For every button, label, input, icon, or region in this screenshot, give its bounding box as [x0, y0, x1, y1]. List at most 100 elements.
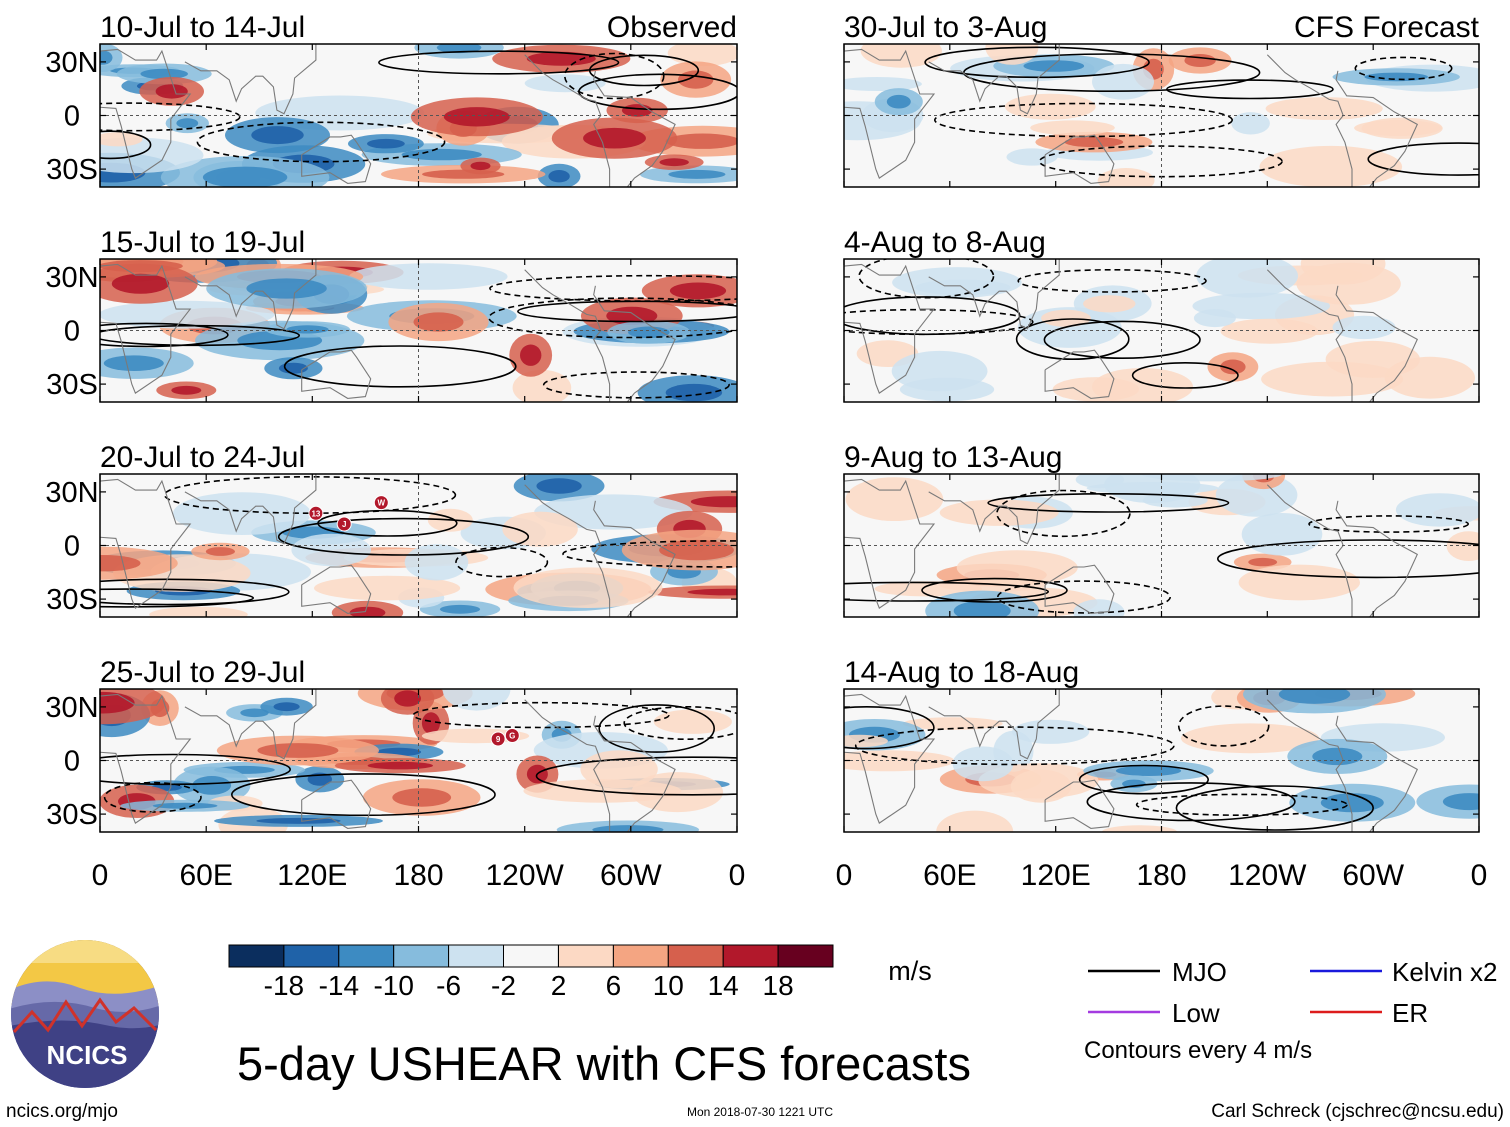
x-tick-label: 120E — [277, 859, 347, 892]
column-label-right: CFS Forecast — [1294, 11, 1480, 44]
logo-text: NCICS — [47, 1040, 128, 1070]
shear-anomaly — [1196, 259, 1298, 298]
footer-url: ncics.org/mjo — [6, 1101, 118, 1122]
shear-anomaly — [404, 544, 469, 581]
shear-anomaly — [1265, 97, 1383, 120]
mjo-contour — [542, 371, 730, 399]
footer-credit: Carl Schreck (cjschrec@ncsu.edu) — [1211, 1101, 1504, 1122]
mjo-contour — [1043, 320, 1201, 359]
y-tick-label: 30N — [45, 47, 98, 79]
shear-anomaly — [580, 750, 658, 789]
coast-australia — [1044, 134, 1115, 184]
colorbar: -18 -14 -10 -6 -2 2 6 10 14 18 — [228, 944, 834, 1001]
shear-anomaly — [985, 44, 1039, 65]
x-tick-label: 60W — [600, 859, 662, 892]
storm-marker-13: 13 — [308, 505, 324, 521]
coast-asia — [928, 474, 1060, 545]
panel-period-title: 4-Aug to 8-Aug — [844, 226, 1046, 259]
shear-anomaly-core — [1064, 137, 1124, 148]
mjo-contours — [924, 46, 1479, 178]
colorbar-tick-label: -14 — [319, 970, 359, 1001]
colorbar-units: m/s — [888, 956, 932, 986]
coast-americas-west — [524, 54, 611, 187]
coastlines — [844, 259, 1419, 402]
coast-americas-west — [1266, 699, 1353, 832]
x-tick-label: 0 — [729, 859, 746, 892]
shear-anomaly-core — [192, 776, 232, 795]
panel-right-2: 9-Aug to 13-Aug — [843, 441, 1480, 618]
mjo-contour — [1135, 793, 1348, 816]
x-tick-label: 180 — [393, 859, 443, 892]
mjo-contour — [517, 300, 737, 323]
storm-marker-J: J — [336, 516, 352, 532]
colorbar-tick-label: 2 — [551, 970, 567, 1001]
mjo-contour — [844, 296, 1021, 336]
shear-anomaly — [1141, 474, 1283, 482]
storm-marker-G: G — [504, 728, 520, 743]
shear-anomaly — [892, 267, 1022, 298]
shear-anomaly — [1332, 315, 1396, 340]
mjo-contours — [844, 489, 1479, 614]
mjo-contours — [100, 274, 737, 399]
colorbar-tick-label: 6 — [606, 970, 622, 1001]
shear-anomaly — [844, 77, 922, 91]
shear-anomaly — [149, 606, 248, 617]
mjo-contour — [277, 517, 530, 556]
shear-anomaly — [100, 300, 275, 329]
mjo-contour — [378, 50, 620, 75]
x-tick-label: 120W — [1228, 859, 1307, 892]
shear-anomaly-core — [592, 825, 664, 832]
shear-anomaly — [1101, 825, 1178, 832]
y-tick-label: 30N — [45, 262, 98, 294]
mjo-contour — [1175, 785, 1375, 831]
colorbar-tick-label: 18 — [763, 970, 794, 1001]
colorbar-tick-label: -2 — [491, 970, 516, 1001]
mjo-contours — [844, 705, 1375, 831]
colorbar-swatch — [228, 944, 285, 968]
shear-anomaly-core — [1278, 689, 1351, 704]
shear-anomaly-core — [1115, 765, 1182, 776]
coastlines — [844, 44, 1419, 187]
mjo-contour — [163, 475, 457, 514]
shear-anomaly-core — [152, 802, 218, 809]
shear-anomaly — [1075, 474, 1125, 489]
shear-anomaly-core — [111, 273, 170, 294]
coast-asia — [184, 259, 317, 330]
mjo-contour — [562, 540, 737, 568]
shear-anomaly-core — [273, 702, 300, 712]
panel-period-title: 20-Jul to 24-Jul — [100, 441, 305, 474]
coast-africa — [844, 48, 936, 179]
shear-shading — [856, 259, 1476, 402]
shear-anomaly-core — [349, 606, 386, 617]
legend: MJO Kelvin x2 Low ER Contours every 4 m/… — [1084, 957, 1498, 1064]
shear-anomaly — [534, 494, 693, 530]
shear-anomaly-core — [100, 691, 135, 714]
shear-anomaly-core — [100, 555, 141, 572]
figure-title: 5-day USHEAR with CFS forecasts — [237, 1037, 971, 1090]
mjo-contour — [844, 706, 935, 750]
shear-anomaly-core — [251, 126, 304, 145]
shear-anomaly — [1231, 112, 1270, 135]
mjo-contour — [996, 580, 1171, 614]
legend-label-mjo: MJO — [1172, 957, 1227, 987]
mjo-contour — [1308, 515, 1469, 533]
colorbar-tick-label: -6 — [436, 970, 461, 1001]
shear-anomaly-core — [470, 161, 491, 171]
shear-anomaly — [1041, 309, 1091, 327]
mjo-contour — [230, 773, 496, 817]
shear-anomaly-core — [413, 312, 464, 332]
coast-australia — [1044, 564, 1115, 614]
shear-anomaly — [1092, 63, 1154, 100]
mjo-contour — [1038, 145, 1283, 178]
mjo-contour — [100, 102, 241, 132]
x-tick-label: 120W — [486, 859, 565, 892]
shear-anomaly — [956, 550, 1078, 586]
x-tick-label: 0 — [836, 859, 853, 892]
coast-americas-east — [593, 715, 676, 832]
colorbar-tick-label: -10 — [373, 970, 413, 1001]
coastlines — [844, 474, 1419, 617]
colorbar-swatch — [338, 944, 395, 968]
coast-australia — [301, 779, 372, 829]
shear-anomaly-core — [668, 169, 726, 179]
